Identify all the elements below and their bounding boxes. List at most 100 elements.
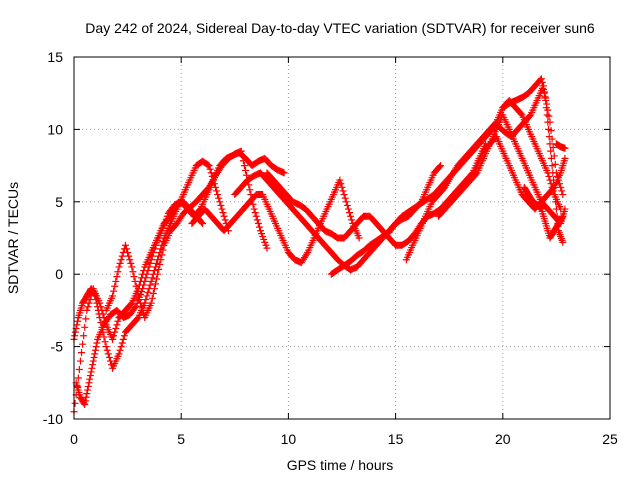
y-tick-label: 5	[55, 194, 63, 210]
data-point	[120, 332, 128, 340]
data-point	[263, 244, 271, 252]
data-point	[114, 268, 122, 276]
series-track-4	[102, 147, 271, 322]
data-point	[254, 220, 262, 228]
data-point	[119, 335, 127, 343]
data-point	[149, 248, 157, 256]
data-point	[144, 288, 152, 296]
data-point	[110, 287, 118, 295]
data-point	[85, 379, 93, 387]
data-point	[246, 186, 254, 194]
data-point	[112, 325, 120, 332]
data-point	[76, 357, 84, 365]
y-axis-label: SDTVAR / TECUs	[5, 182, 21, 294]
series-track-6	[231, 162, 445, 274]
data-point	[80, 332, 88, 340]
data-point	[138, 303, 146, 311]
data-point	[95, 310, 103, 318]
data-point	[109, 292, 117, 300]
data-point	[115, 350, 123, 358]
data-point	[540, 89, 548, 97]
data-point	[135, 296, 143, 304]
data-point	[128, 263, 136, 271]
data-point	[550, 183, 558, 191]
series-track-10	[434, 111, 569, 228]
data-point	[85, 299, 93, 307]
data-point	[147, 277, 155, 285]
data-point	[103, 346, 111, 354]
data-point	[552, 198, 560, 206]
data-point	[146, 259, 154, 267]
data-point	[86, 372, 94, 380]
chart-title: Day 242 of 2024, Sidereal Day-to-day VTE…	[85, 20, 595, 36]
data-point	[153, 259, 161, 267]
data-point	[84, 303, 92, 311]
series-track-13	[520, 183, 567, 242]
data-point	[71, 399, 79, 407]
data-point	[343, 201, 351, 209]
data-point	[83, 306, 91, 314]
x-tick-label: 10	[281, 431, 297, 447]
data-point	[81, 397, 89, 405]
y-tick-label: -5	[51, 339, 64, 355]
data-point	[87, 368, 95, 376]
data-point	[153, 275, 161, 283]
data-point	[242, 166, 250, 174]
data-point	[150, 245, 158, 253]
data-point	[151, 280, 159, 288]
data-point	[559, 191, 567, 199]
data-point	[112, 277, 120, 285]
data-point	[148, 294, 156, 302]
x-tick-label: 5	[177, 431, 185, 447]
data-point	[126, 256, 134, 264]
data-point	[91, 292, 99, 300]
data-point	[117, 256, 125, 264]
data-point	[92, 296, 100, 304]
data-point	[155, 265, 163, 273]
plot-frame	[73, 56, 611, 420]
data-point	[74, 317, 82, 325]
data-point	[346, 209, 354, 217]
data-point	[82, 315, 90, 323]
data-point	[93, 339, 101, 347]
data-point	[127, 259, 135, 267]
data-markers	[70, 75, 569, 416]
data-point	[142, 274, 150, 282]
data-point	[491, 119, 499, 127]
data-point	[90, 353, 98, 361]
data-point	[75, 366, 83, 374]
data-point	[94, 303, 102, 311]
data-point	[116, 259, 124, 267]
data-point	[255, 223, 263, 231]
data-point	[105, 353, 113, 361]
data-point	[253, 216, 261, 224]
data-point	[545, 125, 553, 133]
data-point	[342, 198, 350, 206]
data-point	[561, 205, 569, 213]
data-point	[102, 343, 110, 351]
x-axis-label: GPS time / hours	[287, 457, 394, 473]
data-point	[127, 300, 135, 308]
data-point	[237, 147, 245, 155]
data-point	[221, 216, 229, 224]
data-point	[83, 390, 91, 398]
data-point	[71, 328, 79, 336]
data-point	[340, 191, 348, 199]
data-point	[538, 78, 546, 86]
data-point	[547, 154, 555, 162]
data-point	[549, 185, 557, 193]
data-point	[147, 299, 155, 307]
series-track-12	[499, 75, 567, 246]
data-point	[121, 241, 129, 249]
data-point	[240, 162, 248, 170]
data-point	[545, 112, 553, 120]
data-point	[239, 157, 247, 165]
data-point	[114, 317, 122, 325]
data-point	[133, 287, 141, 295]
data-point	[91, 350, 99, 358]
data-point	[347, 212, 355, 220]
data-point	[545, 172, 553, 180]
y-tick-label: 0	[55, 266, 63, 282]
data-point	[129, 268, 137, 276]
